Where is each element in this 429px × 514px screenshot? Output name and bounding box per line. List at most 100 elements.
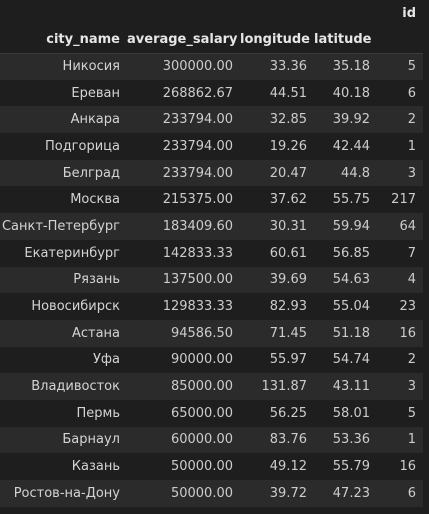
column-header-latitude: latitude xyxy=(314,32,372,47)
blank-header-cell xyxy=(240,0,314,26)
cell-city-name: Никосия xyxy=(0,53,127,80)
table-row: Казань 50000.00 49.12 55.79 16 xyxy=(0,453,423,480)
cell-latitude: 54.74 xyxy=(314,346,377,374)
cell-average-salary: 300000.00 xyxy=(127,53,240,80)
cell-average-salary: 137500.00 xyxy=(127,266,240,294)
cell-id: 16 xyxy=(377,319,423,347)
cell-longitude: 30.31 xyxy=(240,213,314,240)
cell-longitude: 39.72 xyxy=(240,480,314,507)
table-row: Москва 215375.00 37.62 55.75 217 xyxy=(0,186,423,214)
cell-average-salary: 90000.00 xyxy=(127,346,240,374)
cell-latitude: 42.44 xyxy=(314,133,377,160)
header-divider xyxy=(0,53,423,54)
cell-city-name: Ростов-на-Дону xyxy=(0,480,127,507)
cell-id: 3 xyxy=(377,373,423,400)
column-header-city-name: city_name xyxy=(46,32,120,47)
cell-longitude: 83.76 xyxy=(240,426,314,454)
table-row: Пермь 65000.00 56.25 58.01 5 xyxy=(0,399,423,427)
cell-id: 6 xyxy=(377,480,423,507)
cell-city-name: Владивосток xyxy=(0,373,127,400)
cell-average-salary: 65000.00 xyxy=(127,399,240,427)
cell-average-salary: 94586.50 xyxy=(127,319,240,347)
cell-id: 5 xyxy=(377,399,423,427)
dataframe-table: id city_name average_salary longitude la… xyxy=(0,0,423,507)
cell-latitude: 55.79 xyxy=(314,453,377,480)
cell-average-salary: 233794.00 xyxy=(127,106,240,134)
cell-longitude: 32.85 xyxy=(240,106,314,134)
table-row: Астана 94586.50 71.45 51.18 16 xyxy=(0,319,423,347)
cell-city-name: Уфа xyxy=(0,346,127,374)
cell-longitude: 49.12 xyxy=(240,453,314,480)
cell-latitude: 47.23 xyxy=(314,480,377,507)
cell-id: 1 xyxy=(377,426,423,454)
cell-latitude: 59.94 xyxy=(314,213,377,240)
index-label: id xyxy=(402,5,416,21)
cell-id: 16 xyxy=(377,453,423,480)
blank-header-cell xyxy=(377,26,423,53)
cell-latitude: 35.18 xyxy=(314,53,377,80)
index-name-row: id xyxy=(0,0,423,26)
cell-longitude: 60.61 xyxy=(240,239,314,267)
table-row: Уфа 90000.00 55.97 54.74 2 xyxy=(0,346,423,374)
cell-city-name: Москва xyxy=(0,186,127,214)
table-row: Екатеринбург 142833.33 60.61 56.85 7 xyxy=(0,239,423,267)
table-row: Ереван 268862.67 44.51 40.18 6 xyxy=(0,79,423,107)
cell-id: 5 xyxy=(377,53,423,80)
cell-average-salary: 233794.00 xyxy=(127,133,240,160)
cell-average-salary: 233794.00 xyxy=(127,159,240,187)
cell-latitude: 58.01 xyxy=(314,399,377,427)
cell-latitude: 55.04 xyxy=(314,293,377,320)
cell-city-name: Барнаул xyxy=(0,426,127,454)
cell-longitude: 37.62 xyxy=(240,186,314,214)
cell-average-salary: 268862.67 xyxy=(127,79,240,107)
cell-longitude: 56.25 xyxy=(240,399,314,427)
cell-longitude: 55.97 xyxy=(240,346,314,374)
table-row: Владивосток 85000.00 131.87 43.11 3 xyxy=(0,373,423,400)
cell-longitude: 33.36 xyxy=(240,53,314,80)
cell-average-salary: 183409.60 xyxy=(127,213,240,240)
blank-header-cell xyxy=(0,0,127,26)
cell-average-salary: 215375.00 xyxy=(127,186,240,214)
table-row: Никосия 300000.00 33.36 35.18 5 xyxy=(0,53,423,80)
cell-id: 1 xyxy=(377,133,423,160)
cell-city-name: Санкт-Петербург xyxy=(0,213,127,240)
cell-id: 4 xyxy=(377,266,423,294)
cell-longitude: 44.51 xyxy=(240,79,314,107)
cell-latitude: 43.11 xyxy=(314,373,377,400)
cell-longitude: 82.93 xyxy=(240,293,314,320)
column-header-row: city_name average_salary longitude latit… xyxy=(0,26,423,53)
cell-city-name: Белград xyxy=(0,159,127,187)
table-row: Новосибирск 129833.33 82.93 55.04 23 xyxy=(0,293,423,320)
cell-latitude: 44.8 xyxy=(314,159,377,187)
cell-latitude: 56.85 xyxy=(314,239,377,267)
cell-city-name: Пермь xyxy=(0,399,127,427)
table-header: id city_name average_salary longitude la… xyxy=(0,0,423,53)
blank-header-cell xyxy=(127,0,240,26)
cell-average-salary: 142833.33 xyxy=(127,239,240,267)
cell-city-name: Казань xyxy=(0,453,127,480)
cell-latitude: 40.18 xyxy=(314,79,377,107)
cell-average-salary: 129833.33 xyxy=(127,293,240,320)
cell-average-salary: 50000.00 xyxy=(127,480,240,507)
table-row: Барнаул 60000.00 83.76 53.36 1 xyxy=(0,426,423,454)
cell-latitude: 54.63 xyxy=(314,266,377,294)
cell-latitude: 51.18 xyxy=(314,319,377,347)
cell-longitude: 39.69 xyxy=(240,266,314,294)
blank-header-cell xyxy=(314,0,377,26)
cell-city-name: Ереван xyxy=(0,79,127,107)
cell-average-salary: 85000.00 xyxy=(127,373,240,400)
cell-id: 6 xyxy=(377,79,423,107)
column-header-longitude: longitude xyxy=(240,32,310,47)
cell-city-name: Подгорица xyxy=(0,133,127,160)
cell-city-name: Рязань xyxy=(0,266,127,294)
cell-id: 23 xyxy=(377,293,423,320)
cell-average-salary: 60000.00 xyxy=(127,426,240,454)
cell-longitude: 20.47 xyxy=(240,159,314,187)
cell-city-name: Астана xyxy=(0,319,127,347)
cell-city-name: Анкара xyxy=(0,106,127,134)
cell-longitude: 131.87 xyxy=(240,373,314,400)
cell-longitude: 71.45 xyxy=(240,319,314,347)
cell-average-salary: 50000.00 xyxy=(127,453,240,480)
cell-id: 2 xyxy=(377,106,423,134)
